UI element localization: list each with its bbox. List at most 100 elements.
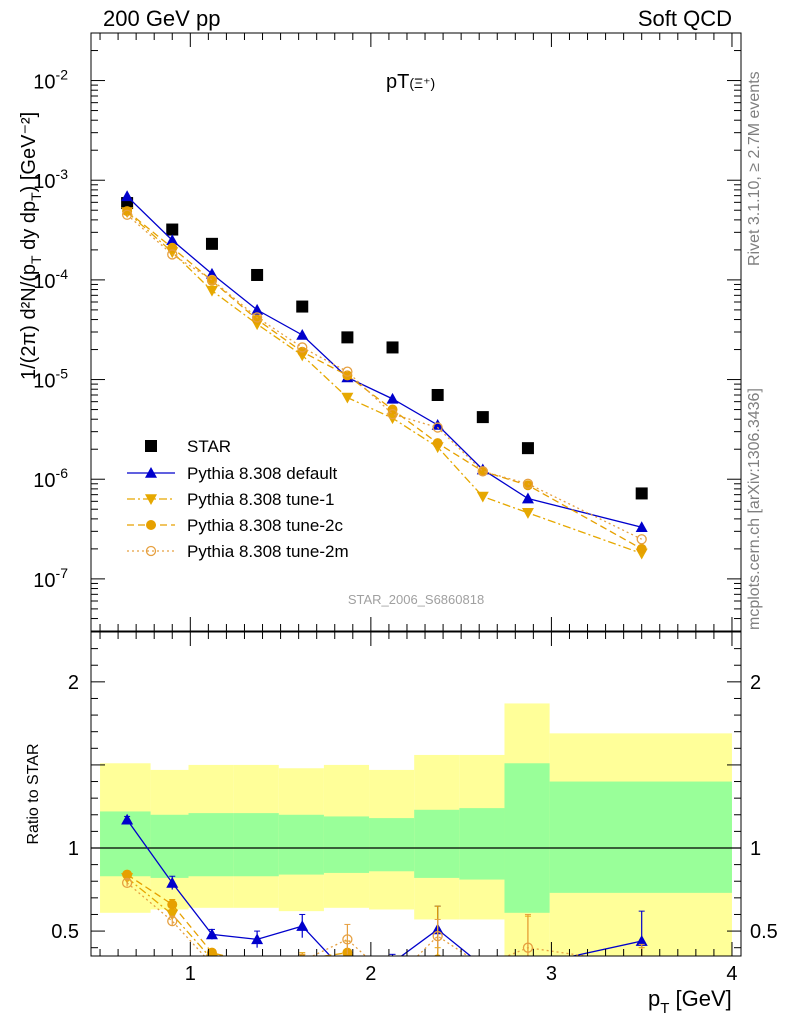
data-point-4-1	[167, 249, 178, 260]
data-point-4-5	[342, 366, 353, 377]
data-point-4-7	[432, 422, 443, 433]
y-tick-base: 10	[33, 271, 55, 293]
ratio-point-2-6	[388, 969, 398, 979]
y-tick-exp: -3	[56, 166, 69, 182]
ratio-point-0-3	[251, 933, 264, 945]
data-point-4-9	[522, 478, 534, 489]
ratio-point-2-0	[122, 869, 133, 880]
data-point-3-10	[636, 543, 647, 554]
ratio-point-0-6	[387, 957, 399, 968]
ratio-y-tick-label-right: 0.5	[750, 921, 778, 943]
ratio-point-1-9	[522, 973, 534, 984]
legend-marker-1	[145, 467, 157, 478]
uncertainty-band-inner-4	[278, 814, 324, 875]
ratio-point-3-0	[121, 877, 133, 889]
ratio-point-1-4	[296, 956, 308, 967]
main-plot-data	[121, 190, 648, 560]
data-point-4-6	[387, 408, 398, 420]
y-tick-label: 10-2	[33, 67, 68, 94]
data-point-4-8	[477, 466, 488, 477]
y-axis-label-part: ) [GeV⁻²]	[18, 112, 40, 193]
data-point-4-4	[297, 342, 308, 353]
ratio-point-1-6	[387, 974, 399, 985]
ratio-point-3-10	[637, 960, 646, 969]
ratio-point-3-1	[167, 915, 178, 927]
y-tick-label: 10-5	[33, 366, 68, 393]
ratio-point-0-4	[296, 920, 309, 931]
data-point-3-7	[432, 438, 443, 449]
x-axis-label-sub: T	[660, 1000, 669, 1017]
ratio-point-1-5	[341, 969, 353, 980]
ratio-point-2-1	[167, 899, 178, 910]
data-point-3-5	[342, 370, 353, 381]
data-point-3-3	[252, 314, 263, 325]
legend-label-2: Pythia 8.308 tune-1	[187, 490, 334, 509]
ratio-y-tick-label-right: 2	[750, 672, 761, 694]
header-right: Soft QCD	[637, 6, 732, 31]
y-tick-exp: -2	[56, 67, 69, 83]
data-point-0-6	[386, 341, 399, 354]
ratio-y-tick-label-right: 1	[750, 838, 761, 860]
legend-marker-2	[145, 494, 157, 505]
y-tick-exp: -7	[56, 565, 69, 581]
ratio-point-3-6	[388, 976, 397, 985]
y-tick-exp: -6	[56, 465, 69, 481]
uncertainty-band-inner-10	[549, 781, 732, 893]
legend: STAR Pythia 8.308 default Pythia 8.308 tun…	[127, 437, 349, 561]
header-left: 200 GeV pp	[103, 6, 221, 31]
uncertainty-band-inner-5	[323, 816, 370, 873]
data-point-1-10	[635, 521, 648, 533]
data-point-0-3	[251, 268, 264, 281]
y-tick-label: 10-3	[33, 166, 68, 193]
uncertainty-band-inner-3	[233, 813, 279, 877]
data-point-0-7	[431, 388, 444, 401]
data-point-2-8	[476, 491, 489, 503]
uncertainty-band-inner-1	[150, 814, 189, 878]
data-point-3-0	[122, 206, 133, 217]
y-tick-base: 10	[33, 470, 55, 492]
ratio-point-2-2	[206, 947, 217, 956]
y-tick-label: 10-7	[33, 565, 68, 592]
y-axis-label-sub: T	[28, 192, 44, 201]
ratio-point-3-4	[300, 955, 304, 956]
y-tick-base: 10	[33, 570, 55, 592]
ratio-point-1-8	[477, 983, 489, 994]
ratio-point-0-9	[522, 960, 534, 971]
ratio-point-3-7	[432, 930, 443, 942]
data-point-3-8	[477, 466, 488, 477]
ratio-point-0-10	[635, 935, 648, 946]
data-point-1-9	[521, 492, 534, 504]
ratio-point-0-8	[477, 960, 489, 971]
x-axis-label-part: [GeV]	[669, 986, 731, 1011]
uncertainty-band-inner-2	[188, 813, 234, 877]
ratio-point-0-5	[341, 968, 353, 979]
plot-title: pT(Ξ⁺)	[386, 71, 435, 93]
data-point-2-2	[205, 285, 218, 297]
ratio-point-0-2	[205, 928, 218, 940]
y-axis-label-sub: T	[28, 255, 44, 264]
y-axis-label-part: 1/(2π) d²N/(p	[18, 264, 40, 380]
x-tick-label: 4	[726, 963, 737, 985]
data-point-4-0	[121, 209, 133, 220]
y-axis-label-part: dy dp	[18, 201, 40, 255]
data-point-2-5	[341, 392, 354, 404]
uncertainty-band-inner-8	[459, 808, 505, 880]
y-tick-label: 10-4	[33, 266, 68, 293]
uncertainty-band-inner-9	[504, 763, 550, 913]
legend-label-1: Pythia 8.308 default	[187, 464, 338, 483]
watermark-label: STAR_2006_S6860818	[348, 592, 484, 607]
ratio-point-1-10	[636, 968, 648, 979]
uncertainty-band-inner-7	[414, 809, 460, 878]
x-tick-label: 2	[365, 963, 376, 985]
x-tick-label: 3	[546, 963, 557, 985]
ratio-y-axis-label: Ratio to STAR	[25, 743, 42, 844]
data-point-0-2	[205, 237, 218, 250]
ratio-plot-data	[91, 703, 741, 994]
series-line-4	[126, 214, 642, 540]
x-tick-label: 1	[185, 963, 196, 985]
ratio-point-1-3	[251, 956, 263, 967]
ratio-point-3-3	[253, 960, 262, 969]
plot-title-main: pT	[386, 71, 409, 93]
y-tick-exp: -4	[56, 266, 69, 282]
